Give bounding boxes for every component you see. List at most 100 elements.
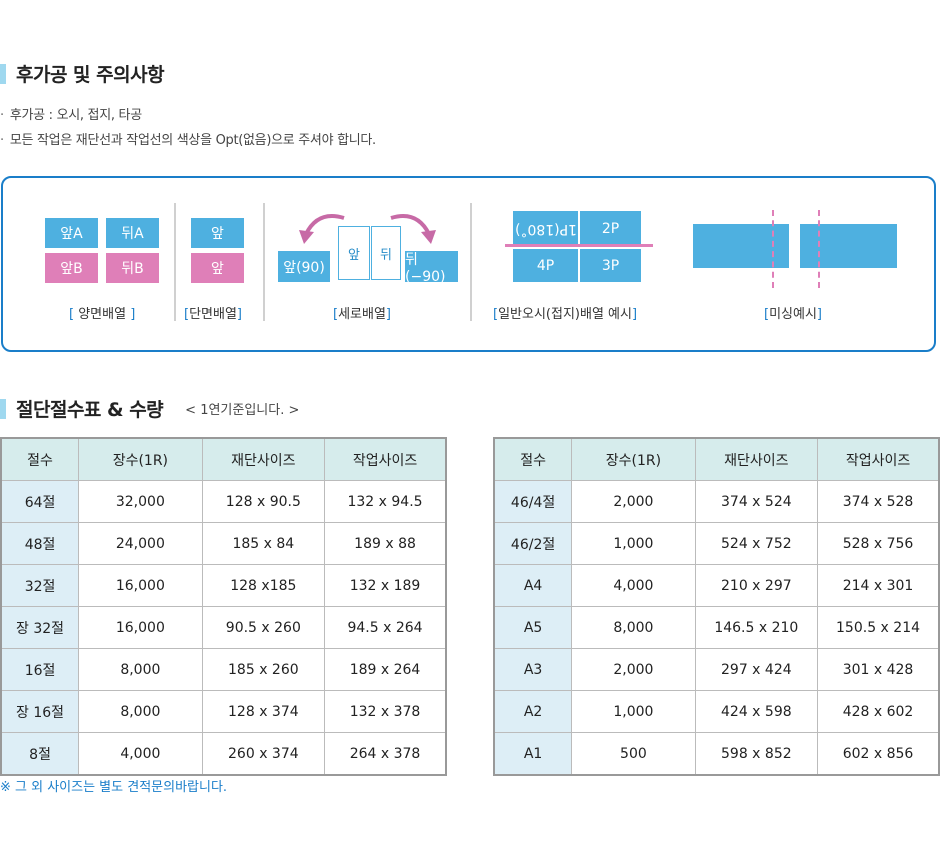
arrow-left-icon <box>299 214 345 244</box>
cell-cut-size: 128 x 90.5 <box>201 480 326 523</box>
cell-sheets: 1,000 <box>571 522 696 565</box>
section-subtitle: < 1연기준입니다. > <box>185 403 300 418</box>
block-back-rotated: 뒤(−90) <box>405 251 458 285</box>
cell-cut-count: 46/2절 <box>493 522 573 565</box>
cell-work-size: 189 x 264 <box>324 648 447 691</box>
arrow-right-icon <box>390 214 436 244</box>
table-row: 64절 32,000 128 x 90.5 132 x 94.5 <box>0 480 447 523</box>
table-row: 장 16절 8,000 128 x 374 132 x 378 <box>0 690 447 733</box>
section-marker <box>0 398 6 419</box>
perforation-line <box>772 210 774 288</box>
cell-cut-count: A2 <box>493 690 573 733</box>
column-header: 재단사이즈 <box>694 437 819 481</box>
table-row: A2 1,000 424 x 598 428 x 602 <box>493 690 940 733</box>
section-title-text: 후가공 및 주의사항 <box>16 64 165 86</box>
column-header: 작업사이즈 <box>324 437 447 481</box>
cell-cut-size: 374 x 524 <box>694 480 819 523</box>
note-item: · 모든 작업은 재단선과 작업선의 색상을 Opt(없음)으로 주셔야 합니다. <box>0 133 376 148</box>
cell-cut-size: 185 x 84 <box>201 522 326 565</box>
cell-sheets: 500 <box>571 732 696 776</box>
cell-cut-count: 46/4절 <box>493 480 573 523</box>
cell-work-size: 374 x 528 <box>817 480 940 523</box>
table-row: 8절 4,000 260 x 374 264 x 378 <box>0 732 447 776</box>
cell-work-size: 264 x 378 <box>324 732 447 776</box>
cell-cut-count: 8절 <box>0 732 80 776</box>
fold-line <box>505 244 653 247</box>
cell-cut-size: 210 x 297 <box>694 564 819 607</box>
column-header: 절수 <box>0 437 80 481</box>
caption-duplex: [ 양면배열 ] <box>69 307 136 322</box>
footnote: ※ 그 외 사이즈는 별도 견적문의바랍니다. <box>0 780 228 795</box>
cell-cut-size: 128 x 374 <box>201 690 326 733</box>
cell-work-size: 132 x 378 <box>324 690 447 733</box>
cell-cut-size: 598 x 852 <box>694 732 819 776</box>
cell-cut-count: 48절 <box>0 522 80 565</box>
cell-work-size: 301 x 428 <box>817 648 940 691</box>
cell-cut-size: 90.5 x 260 <box>201 606 326 649</box>
block-front-b: 앞B <box>45 253 98 283</box>
block-front-a: 앞A <box>45 218 98 248</box>
cell-work-size: 132 x 189 <box>324 564 447 607</box>
table-row: 32절 16,000 128 x185 132 x 189 <box>0 564 447 607</box>
table-row: A1 500 598 x 852 602 x 856 <box>493 732 940 776</box>
cell-work-size: 428 x 602 <box>817 690 940 733</box>
cell-cut-size: 260 x 374 <box>201 732 326 776</box>
table-row: 16절 8,000 185 x 260 189 x 264 <box>0 648 447 691</box>
cell-sheets: 4,000 <box>571 564 696 607</box>
block-back-b: 뒤B <box>106 253 159 283</box>
cell-cut-count: A5 <box>493 606 573 649</box>
perf-sheet-left <box>693 224 789 268</box>
cell-cut-count: 32절 <box>0 564 80 607</box>
cell-cut-count: 장 32절 <box>0 606 80 649</box>
table-row: 46/4절 2,000 374 x 524 374 x 528 <box>493 480 940 523</box>
section-marker <box>0 63 6 84</box>
cell-work-size: 94.5 x 264 <box>324 606 447 649</box>
cell-cut-count: A1 <box>493 732 573 776</box>
column-header: 절수 <box>493 437 573 481</box>
cell-work-size: 132 x 94.5 <box>324 480 447 523</box>
table-header-row: 절수 장수(1R) 재단사이즈 작업사이즈 <box>493 437 940 481</box>
column-header: 장수(1R) <box>571 437 696 481</box>
section-title-cut-table: 절단절수표 & 수량 < 1연기준입니다. > <box>0 395 299 422</box>
table-row: 장 32절 16,000 90.5 x 260 94.5 x 264 <box>0 606 447 649</box>
table-row: 48절 24,000 185 x 84 189 x 88 <box>0 522 447 565</box>
cell-sheets: 24,000 <box>78 522 203 565</box>
divider <box>263 203 265 321</box>
cell-sheets: 16,000 <box>78 606 203 649</box>
cell-sheets: 16,000 <box>78 564 203 607</box>
cell-cut-count: 64절 <box>0 480 80 523</box>
divider <box>174 203 176 321</box>
cell-sheets: 32,000 <box>78 480 203 523</box>
page-3: 3P <box>580 249 641 282</box>
block-back-a: 뒤A <box>106 218 159 248</box>
cell-sheets: 8,000 <box>78 648 203 691</box>
cell-cut-count: A4 <box>493 564 573 607</box>
caption-perf: [미싱예시] <box>764 307 822 322</box>
layout-examples-panel: 앞A 뒤A 앞B 뒤B [ 양면배열 ] 앞 앞 [단면배열] 앞(90) 앞 … <box>1 176 936 352</box>
table-header-row: 절수 장수(1R) 재단사이즈 작업사이즈 <box>0 437 447 481</box>
page-2: 2P <box>580 211 641 246</box>
cell-sheets: 8,000 <box>78 690 203 733</box>
cell-sheets: 1,000 <box>571 690 696 733</box>
cell-cut-size: 297 x 424 <box>694 648 819 691</box>
cell-sheets: 2,000 <box>571 648 696 691</box>
note-text: 모든 작업은 재단선과 작업선의 색상을 Opt(없음)으로 주셔야 합니다. <box>9 133 376 148</box>
page-4: 4P <box>513 249 578 282</box>
block-front-mini: 앞 <box>338 226 370 280</box>
perforation-line <box>818 210 820 288</box>
section-title-finishing: 후가공 및 주의사항 <box>0 60 165 87</box>
cell-work-size: 528 x 756 <box>817 522 940 565</box>
caption-single: [단면배열] <box>184 307 242 322</box>
note-text: 후가공 : 오시, 접지, 타공 <box>9 108 142 123</box>
table-row: A5 8,000 146.5 x 210 150.5 x 214 <box>493 606 940 649</box>
cell-sheets: 2,000 <box>571 480 696 523</box>
caption-vertical: [세로배열] <box>333 307 391 322</box>
block-back-mini: 뒤 <box>371 226 401 280</box>
cell-work-size: 214 x 301 <box>817 564 940 607</box>
table-row: A4 4,000 210 x 297 214 x 301 <box>493 564 940 607</box>
cell-cut-size: 128 x185 <box>201 564 326 607</box>
cell-cut-count: 16절 <box>0 648 80 691</box>
divider <box>470 203 472 321</box>
cell-work-size: 189 x 88 <box>324 522 447 565</box>
cell-cut-size: 185 x 260 <box>201 648 326 691</box>
